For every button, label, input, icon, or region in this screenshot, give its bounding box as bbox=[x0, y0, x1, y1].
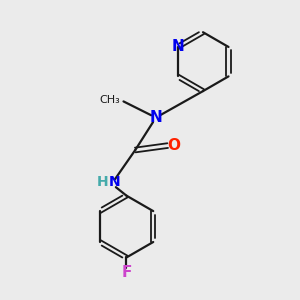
Text: CH₃: CH₃ bbox=[99, 95, 120, 105]
Text: N: N bbox=[171, 39, 184, 54]
Text: N: N bbox=[149, 110, 162, 125]
Text: H: H bbox=[97, 176, 108, 189]
Text: F: F bbox=[121, 265, 132, 280]
Text: N: N bbox=[109, 176, 121, 189]
Text: O: O bbox=[167, 138, 180, 153]
